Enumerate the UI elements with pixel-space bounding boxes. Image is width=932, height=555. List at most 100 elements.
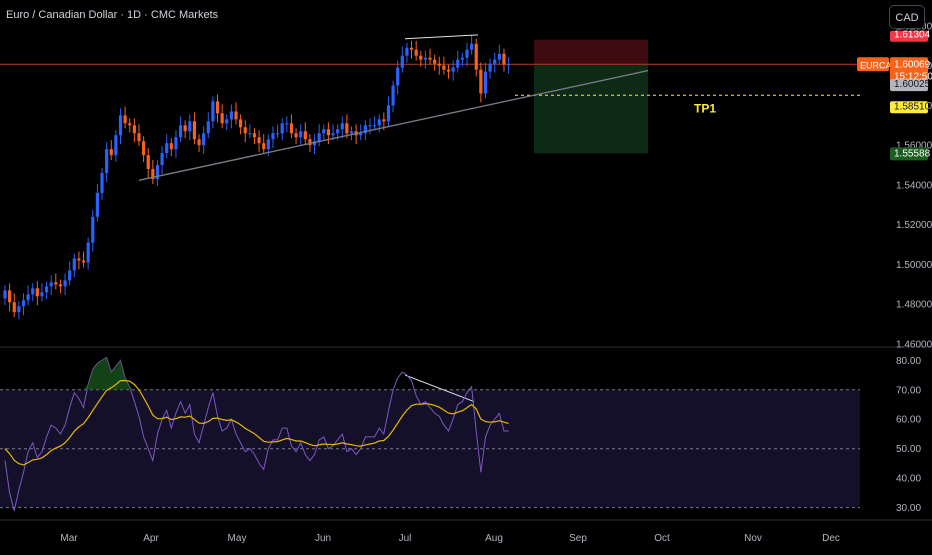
candle-body (63, 280, 67, 287)
time-axis-label: Nov (744, 533, 762, 544)
candle-body (322, 129, 326, 134)
ascending-trendline (138, 69, 649, 182)
target-price-label: 1.55588 (894, 148, 931, 159)
candle-body (308, 139, 312, 146)
rsi-tick-label: 60.00 (896, 415, 921, 426)
candle-body (128, 123, 132, 126)
rsi-overbought-fill (78, 357, 135, 390)
candle-body (44, 286, 49, 293)
candle-body (483, 71, 488, 94)
tp1-price-label-bg (890, 101, 928, 114)
candle-body (123, 115, 127, 124)
candle-body (373, 125, 377, 127)
candle-body (95, 192, 99, 217)
candle-body (8, 290, 12, 303)
candle-body (349, 131, 354, 134)
candle-body (169, 143, 173, 150)
candle-body (100, 173, 104, 193)
candle-body (86, 242, 90, 263)
tp1-label: TP1 (694, 101, 716, 115)
price-divergence-line (404, 34, 479, 40)
candle-body (146, 155, 150, 170)
candle-body (289, 123, 294, 134)
candle-body (155, 165, 160, 179)
candle-body (202, 133, 206, 146)
candle-body (118, 115, 123, 136)
candle-body (377, 119, 381, 126)
candle-body (474, 43, 478, 70)
candle-body (400, 55, 404, 68)
candle-body (446, 69, 451, 72)
candle-body (368, 125, 372, 127)
candle-body (17, 306, 21, 313)
last-price-tag-bg (890, 57, 928, 84)
price-tick-label: 1.56000 (896, 141, 932, 152)
rsi-tick-label: 80.00 (896, 356, 921, 367)
currency-button[interactable]: CAD (889, 5, 925, 29)
time-axis-label: Aug (485, 533, 503, 544)
candle-body (77, 258, 81, 261)
candle-body (21, 300, 26, 307)
time-axis-label: May (228, 533, 247, 544)
time-axis-label: Jul (399, 533, 412, 544)
rsi-ma-line (4, 380, 509, 466)
rsi-tick-label: 30.00 (896, 503, 921, 514)
candle-body (12, 302, 16, 313)
price-tick-label: 1.52000 (896, 220, 932, 231)
candle-body (363, 125, 367, 134)
rsi-divergence-line (404, 374, 475, 403)
candle-body (114, 135, 118, 156)
candle-body (239, 119, 243, 128)
price-tick-label: 1.50000 (896, 260, 932, 271)
candle-body (151, 169, 155, 179)
candle-body (192, 121, 197, 140)
candle-body (49, 282, 53, 287)
time-axis-label: Mar (60, 533, 78, 544)
candle-body (262, 143, 266, 150)
target-price-label-bg (890, 147, 928, 161)
candle-body (451, 67, 455, 72)
candle-body (488, 63, 492, 72)
time-axis-label: Dec (822, 533, 840, 544)
candle-body (243, 127, 247, 134)
countdown-label: 15:12:50 (894, 71, 932, 82)
target-zone (534, 64, 648, 154)
price-tick-label: 1.54000 (896, 180, 932, 191)
candle-body (382, 119, 386, 122)
candle-body (58, 284, 63, 287)
candle-body (3, 290, 7, 299)
candle-body (271, 133, 275, 140)
candle-body (174, 137, 178, 150)
candle-body (396, 67, 400, 86)
candle-body (465, 49, 469, 58)
candle-body (215, 101, 220, 114)
time-axis-label: Sep (569, 533, 587, 544)
candle-body (493, 59, 497, 64)
candle-body (234, 111, 238, 120)
candle-body (294, 133, 298, 138)
candle-body (299, 131, 303, 138)
price-tick-label: 1.48000 (896, 300, 932, 311)
candles (3, 34, 511, 320)
candle-body (35, 288, 39, 297)
symbol-title: Euro / Canadian Dollar · 1D · CMC Market… (6, 9, 219, 21)
candle-body (479, 69, 483, 94)
candle-body (331, 133, 335, 136)
candle-body (54, 282, 58, 285)
candle-body (26, 294, 30, 301)
candle-body (31, 288, 35, 295)
candle-body (109, 149, 113, 156)
candle-body (132, 125, 136, 134)
candle-body (336, 129, 340, 134)
candle-body (428, 57, 432, 60)
rsi-tick-label: 50.00 (896, 444, 921, 455)
candle-body (405, 47, 409, 56)
candle-body (229, 111, 233, 120)
candle-body (137, 133, 141, 142)
candle-body (506, 64, 511, 66)
candle-body (252, 133, 257, 138)
candle-body (40, 292, 44, 297)
gray-level-label: 1.60025 (894, 79, 931, 90)
